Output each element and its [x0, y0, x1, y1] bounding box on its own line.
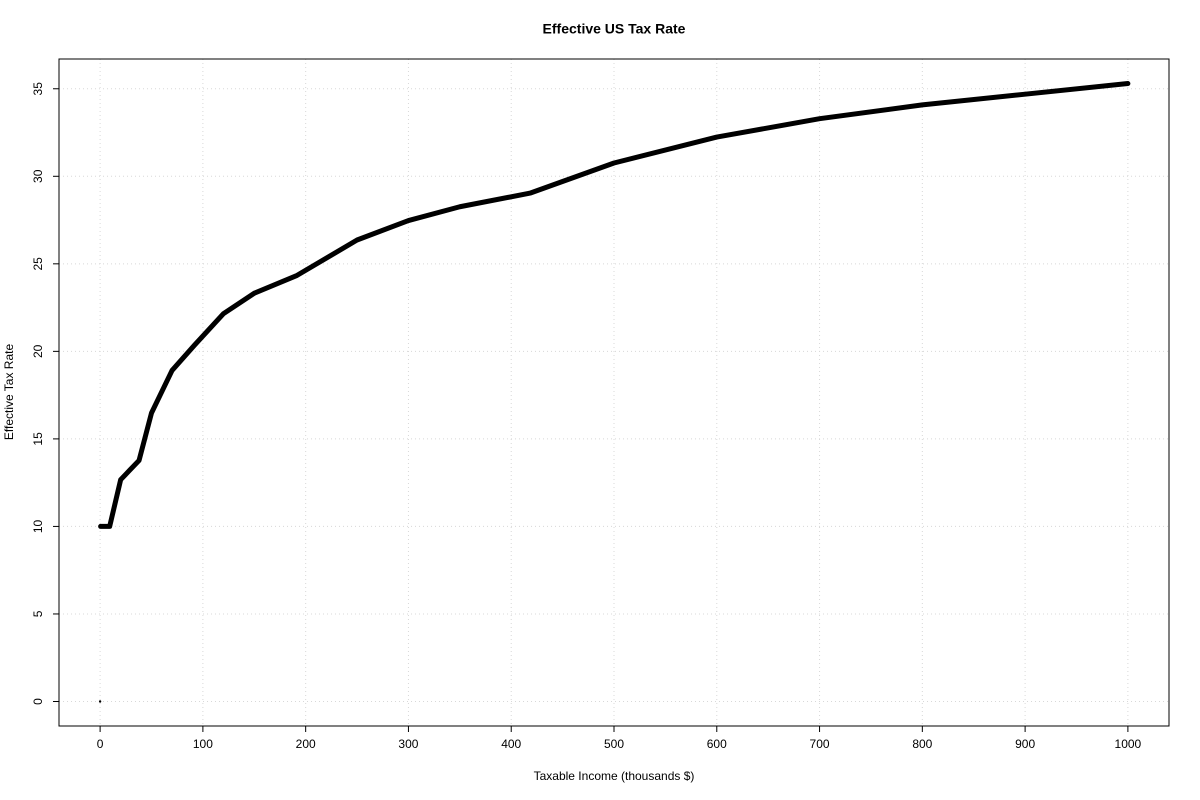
y-tick-label: 35 — [31, 82, 45, 96]
data-point — [98, 700, 102, 703]
y-tick-label: 5 — [31, 610, 45, 617]
y-tick-label: 0 — [31, 698, 45, 705]
y-tick-label: 25 — [31, 257, 45, 271]
x-tick-label: 600 — [707, 737, 727, 751]
x-tick-label: 400 — [501, 737, 521, 751]
y-tick-label: 15 — [31, 432, 45, 446]
y-tick-label: 30 — [31, 169, 45, 183]
y-axis-label: Effective Tax Rate — [2, 344, 16, 441]
x-tick-label: 1000 — [1115, 737, 1142, 751]
y-tick-label: 10 — [31, 519, 45, 533]
x-tick-label: 100 — [193, 737, 213, 751]
y-tick-label: 20 — [31, 344, 45, 358]
x-tick-label: 900 — [1015, 737, 1035, 751]
chart-title: Effective US Tax Rate — [543, 21, 686, 37]
x-tick-label: 800 — [912, 737, 932, 751]
x-tick-label: 300 — [398, 737, 418, 751]
x-axis-label: Taxable Income (thousands $) — [534, 769, 695, 783]
x-tick-label: 0 — [97, 737, 104, 751]
x-tick-label: 200 — [296, 737, 316, 751]
x-tick-label: 700 — [810, 737, 830, 751]
plot-frame — [58, 58, 1170, 727]
x-tick-label: 500 — [604, 737, 624, 751]
data-line — [98, 81, 1131, 529]
